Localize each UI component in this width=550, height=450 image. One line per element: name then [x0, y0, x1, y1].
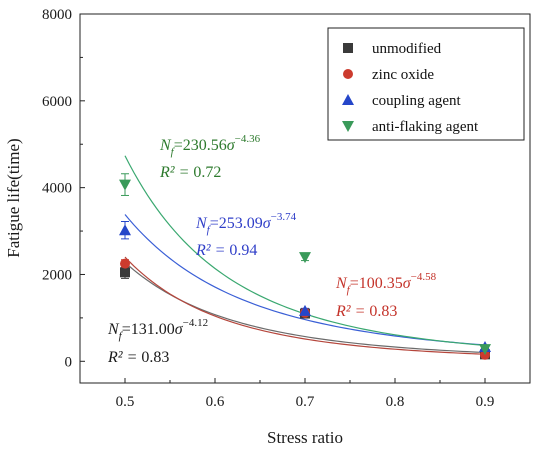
data-points	[119, 179, 491, 360]
annotation-unmodified-r2-label: R² =	[107, 349, 141, 366]
annotation-zinc-coef: =100.35	[350, 275, 403, 292]
x-axis-title: Stress ratio	[267, 428, 343, 447]
data-point	[119, 179, 131, 191]
y-tick-label: 2000	[42, 267, 72, 283]
annotation-zinc-subscript: f	[347, 284, 352, 296]
legend-label: zinc oxide	[372, 67, 434, 83]
y-axis-title: Fatigue life(time)	[4, 138, 23, 257]
fit-curve	[124, 256, 486, 355]
legend-marker	[342, 121, 354, 132]
annotation-unmodified-exponent: −4.12	[183, 317, 208, 329]
annotation-zinc-r2: R² = 0.83	[335, 303, 397, 320]
annotation-unmodified: Nf=131.00σ−4.12	[107, 317, 208, 342]
legend: unmodified zinc oxide coupling agent anti-f…	[327, 27, 525, 141]
annotation-unmodified-sigma: σ	[175, 321, 184, 338]
y-axis-ticks: 0 2000 4000 6000 8000	[42, 7, 85, 370]
annotation-unmodified-r2: R² = 0.83	[107, 349, 169, 366]
data-point	[299, 304, 311, 316]
annotation-zinc: Nf=100.35σ−4.58	[335, 271, 437, 296]
y-tick-label: 4000	[42, 181, 72, 197]
legend-marker	[342, 94, 354, 105]
annotation-coupling-r2-label: R² =	[195, 242, 229, 259]
legend-label: unmodified	[372, 41, 442, 57]
annotation-coupling-coef: =253.09	[210, 215, 263, 232]
annotation-coupling-subscript: f	[207, 224, 212, 236]
x-tick-label: 0.7	[296, 394, 315, 410]
annotation-coupling: Nf=253.09σ−3.74	[195, 211, 297, 236]
x-axis-ticks: 0.5 0.6 0.7 0.8 0.9	[79, 378, 531, 410]
y-tick-label: 8000	[42, 7, 72, 23]
annotations: Nf=230.56σ−4.36 R² = 0.72 Nf=253.09σ−3.7…	[107, 133, 437, 366]
annotation-anti-flaking-r2: R² = 0.72	[159, 164, 221, 181]
annotation-zinc-r2-label: R² =	[335, 303, 369, 320]
annotation-zinc-r2-value: 0.83	[369, 303, 397, 320]
annotation-unmodified-n: N	[107, 321, 120, 338]
annotation-anti-flaking-subscript: f	[171, 146, 176, 158]
annotation-zinc-sigma: σ	[403, 275, 412, 292]
data-point	[119, 224, 131, 236]
annotation-anti-flaking-n: N	[159, 137, 172, 154]
legend-items: unmodified zinc oxide coupling agent anti-f…	[342, 41, 479, 135]
annotation-unmodified-coef: =131.00	[122, 321, 175, 338]
legend-marker	[343, 69, 353, 79]
x-tick-label: 0.5	[116, 394, 135, 410]
legend-label: anti-flaking agent	[372, 119, 479, 135]
annotation-zinc-n: N	[335, 275, 348, 292]
annotation-coupling-r2: R² = 0.94	[195, 242, 257, 259]
data-point	[479, 344, 491, 356]
data-point	[120, 267, 130, 278]
x-tick-label: 0.8	[386, 394, 405, 410]
legend-box	[327, 27, 525, 141]
data-point	[120, 258, 130, 269]
x-tick-label: 0.6	[206, 394, 225, 410]
annotation-coupling-r2-value: 0.94	[229, 242, 257, 259]
annotation-coupling-n: N	[195, 215, 208, 232]
annotation-anti-flaking: Nf=230.56σ−4.36	[159, 133, 261, 158]
annotation-anti-flaking-r2-value: 0.72	[193, 164, 221, 181]
annotation-anti-flaking-coef: =230.56	[174, 137, 227, 154]
legend-marker	[343, 43, 353, 53]
y-tick-label: 0	[65, 354, 73, 370]
annotation-anti-flaking-sigma: σ	[227, 137, 236, 154]
annotation-anti-flaking-exponent: −4.36	[235, 133, 261, 145]
annotation-unmodified-subscript: f	[119, 330, 124, 342]
annotation-coupling-exponent: −3.74	[271, 211, 297, 223]
legend-label: coupling agent	[372, 93, 462, 109]
annotation-zinc-exponent: −4.58	[411, 271, 437, 283]
data-point	[299, 252, 311, 264]
y-tick-label: 6000	[42, 94, 72, 110]
annotation-coupling-sigma: σ	[263, 215, 272, 232]
annotation-unmodified-r2-value: 0.83	[141, 349, 169, 366]
x-tick-label: 0.9	[476, 394, 495, 410]
annotation-anti-flaking-r2-label: R² =	[159, 164, 193, 181]
